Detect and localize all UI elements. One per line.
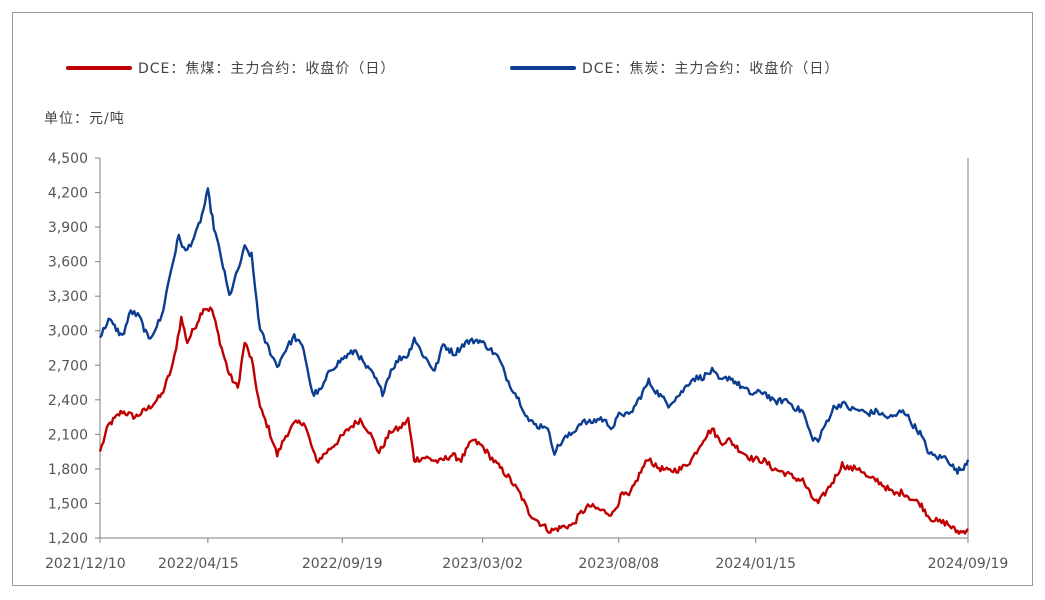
x-tick-label: 2022/09/19 xyxy=(302,556,383,572)
legend-label-coke: DCE：焦煤：主力合约：收盘价（日） xyxy=(138,61,396,77)
y-tick-label: 1,500 xyxy=(48,496,88,512)
y-tick-label: 1,800 xyxy=(48,462,88,478)
y-tick-label: 2,700 xyxy=(48,358,88,374)
legend-swatch-coal xyxy=(510,66,576,70)
legend-item-coke: DCE：焦煤：主力合约：收盘价（日） xyxy=(66,58,395,78)
x-tick-label: 2024/09/19 xyxy=(928,556,1009,572)
y-tick-label: 3,600 xyxy=(48,255,88,271)
chart-frame xyxy=(12,12,1033,586)
x-tick-label: 2021/12/10 xyxy=(45,556,126,572)
legend-item-coal: DCE：焦炭：主力合约：收盘价（日） xyxy=(510,58,839,78)
y-tick-label: 4,200 xyxy=(48,186,88,202)
legend-label-coal: DCE：焦炭：主力合约：收盘价（日） xyxy=(582,61,840,77)
y-tick-label: 2,400 xyxy=(48,393,88,409)
series-line-coal xyxy=(99,187,970,475)
x-tick-label: 2022/04/15 xyxy=(158,556,239,572)
x-tick-label: 2023/03/02 xyxy=(442,556,523,572)
y-tick-label: 1,200 xyxy=(48,531,88,547)
y-tick-label: 4,500 xyxy=(48,151,88,167)
y-tick-label: 3,000 xyxy=(48,324,88,340)
y-tick-label: 2,100 xyxy=(48,427,88,443)
y-tick-label: 3,300 xyxy=(48,289,88,305)
x-tick-label: 2024/01/15 xyxy=(715,556,796,572)
legend-swatch-coke xyxy=(66,66,132,70)
unit-label: 单位：元/吨 xyxy=(44,111,125,127)
x-tick-label: 2023/08/08 xyxy=(578,556,659,572)
series-line-coke xyxy=(98,306,969,535)
y-tick-label: 3,900 xyxy=(48,220,88,236)
